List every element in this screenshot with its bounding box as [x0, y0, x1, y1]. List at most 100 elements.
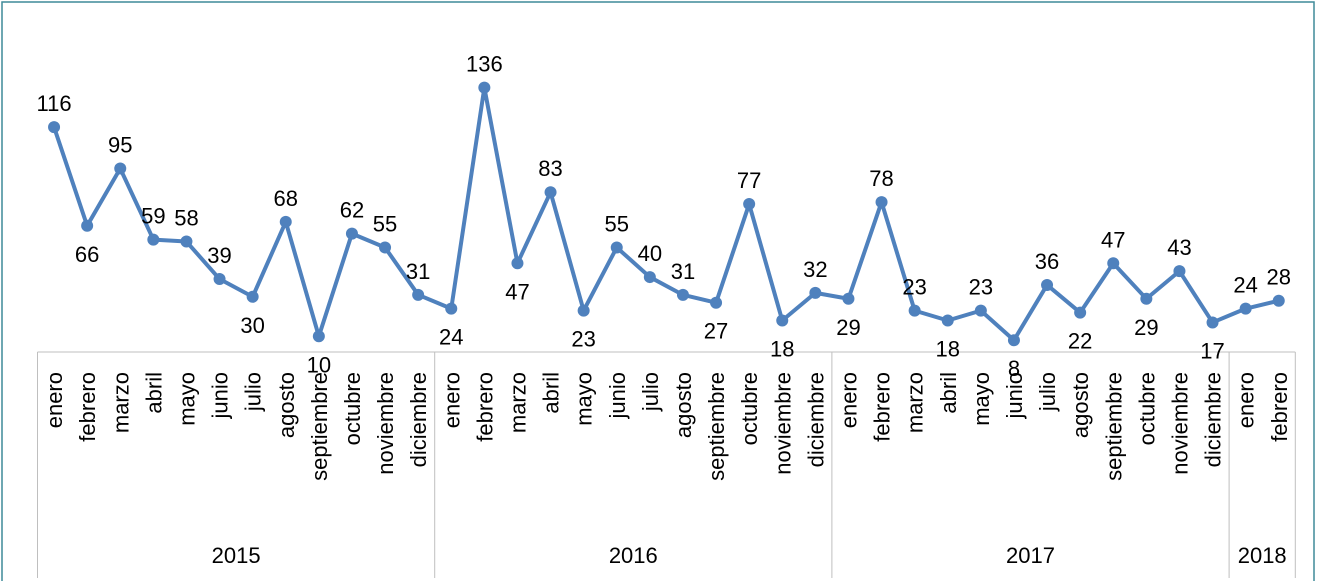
marker	[974, 304, 987, 317]
data-label: 136	[466, 52, 503, 77]
data-label: 27	[704, 319, 728, 344]
data-label: 18	[936, 336, 960, 361]
data-label: 22	[1068, 329, 1092, 354]
data-label: 24	[439, 325, 463, 350]
marker	[710, 296, 723, 309]
data-label: 23	[571, 327, 595, 352]
marker	[312, 330, 325, 343]
data-label: 66	[75, 242, 99, 267]
marker	[1239, 302, 1252, 315]
data-label: 68	[274, 186, 298, 211]
x-tick-label: agosto	[274, 372, 299, 438]
marker	[1206, 316, 1219, 329]
data-label: 95	[108, 133, 132, 158]
marker	[246, 290, 259, 303]
marker	[1140, 292, 1153, 305]
x-tick-label: septiembre	[307, 372, 332, 481]
x-tick-label: abril	[141, 372, 166, 414]
data-label: 55	[605, 211, 629, 236]
data-label: 32	[803, 257, 827, 282]
data-label: 24	[1233, 273, 1257, 298]
marker	[1007, 334, 1020, 347]
marker	[412, 288, 425, 301]
data-label: 28	[1267, 265, 1291, 290]
group-label: 2016	[609, 543, 658, 568]
data-label: 62	[340, 198, 364, 223]
marker	[577, 304, 590, 317]
data-label: 23	[969, 275, 993, 300]
x-tick-label: junio	[1002, 372, 1027, 419]
x-tick-label: mayo	[969, 372, 994, 426]
marker	[511, 257, 524, 270]
x-tick-label: enero	[42, 372, 67, 428]
data-label: 78	[869, 166, 893, 191]
x-tick-label: agosto	[1068, 372, 1093, 438]
x-tick-label: octubre	[737, 372, 762, 445]
x-tick-label: noviembre	[770, 372, 795, 475]
marker	[1041, 278, 1054, 291]
data-label: 58	[174, 206, 198, 231]
x-tick-label: febrero	[75, 372, 100, 442]
data-label: 30	[240, 313, 264, 338]
marker	[48, 121, 61, 134]
x-tick-label: septiembre	[704, 372, 729, 481]
marker	[776, 314, 789, 327]
marker	[180, 235, 193, 248]
marker	[842, 292, 855, 305]
x-tick-label: octubre	[340, 372, 365, 445]
marker	[279, 215, 292, 228]
data-label: 47	[505, 279, 529, 304]
x-tick-label: agosto	[671, 372, 696, 438]
marker	[610, 241, 623, 254]
data-label: 59	[141, 204, 165, 229]
marker	[743, 198, 756, 211]
marker	[643, 271, 656, 284]
x-tick-label: diciembre	[1201, 372, 1226, 467]
marker	[941, 314, 954, 327]
marker	[1107, 257, 1120, 270]
x-tick-label: julio	[241, 372, 266, 412]
x-tick-label: diciembre	[803, 372, 828, 467]
data-label: 47	[1101, 227, 1125, 252]
x-tick-label: marzo	[108, 372, 133, 433]
x-tick-label: febrero	[1267, 372, 1292, 442]
x-tick-label: enero	[836, 372, 861, 428]
data-label: 29	[1134, 315, 1158, 340]
marker	[1272, 294, 1285, 307]
marker	[1074, 306, 1087, 319]
data-label: 8	[1008, 356, 1020, 381]
data-label: 39	[207, 243, 231, 268]
marker	[478, 81, 491, 94]
marker	[544, 186, 557, 199]
group-label: 2017	[1006, 543, 1055, 568]
x-tick-label: marzo	[505, 372, 530, 433]
marker	[1173, 265, 1186, 278]
x-tick-label: febrero	[472, 372, 497, 442]
data-label: 43	[1167, 235, 1191, 260]
data-label: 40	[638, 241, 662, 266]
data-label: 23	[902, 275, 926, 300]
data-label: 17	[1200, 338, 1224, 363]
data-label: 18	[770, 336, 794, 361]
marker	[908, 304, 921, 317]
x-tick-label: mayo	[572, 372, 597, 426]
x-tick-label: enero	[439, 372, 464, 428]
x-tick-label: noviembre	[373, 372, 398, 475]
marker	[809, 286, 822, 299]
x-tick-label: diciembre	[406, 372, 431, 467]
data-label: 31	[671, 259, 695, 284]
data-label: 83	[538, 156, 562, 181]
x-tick-label: junio	[605, 372, 630, 419]
marker	[445, 302, 458, 315]
x-tick-label: mayo	[174, 372, 199, 426]
line	[52, 85, 1280, 343]
x-tick-label: marzo	[903, 372, 928, 433]
data-label: 10	[307, 352, 331, 377]
data-label: 116	[37, 91, 72, 116]
data-label: 36	[1035, 249, 1059, 274]
marker	[875, 196, 888, 209]
x-tick-label: enero	[1234, 372, 1259, 428]
group-label: 2015	[212, 543, 261, 568]
